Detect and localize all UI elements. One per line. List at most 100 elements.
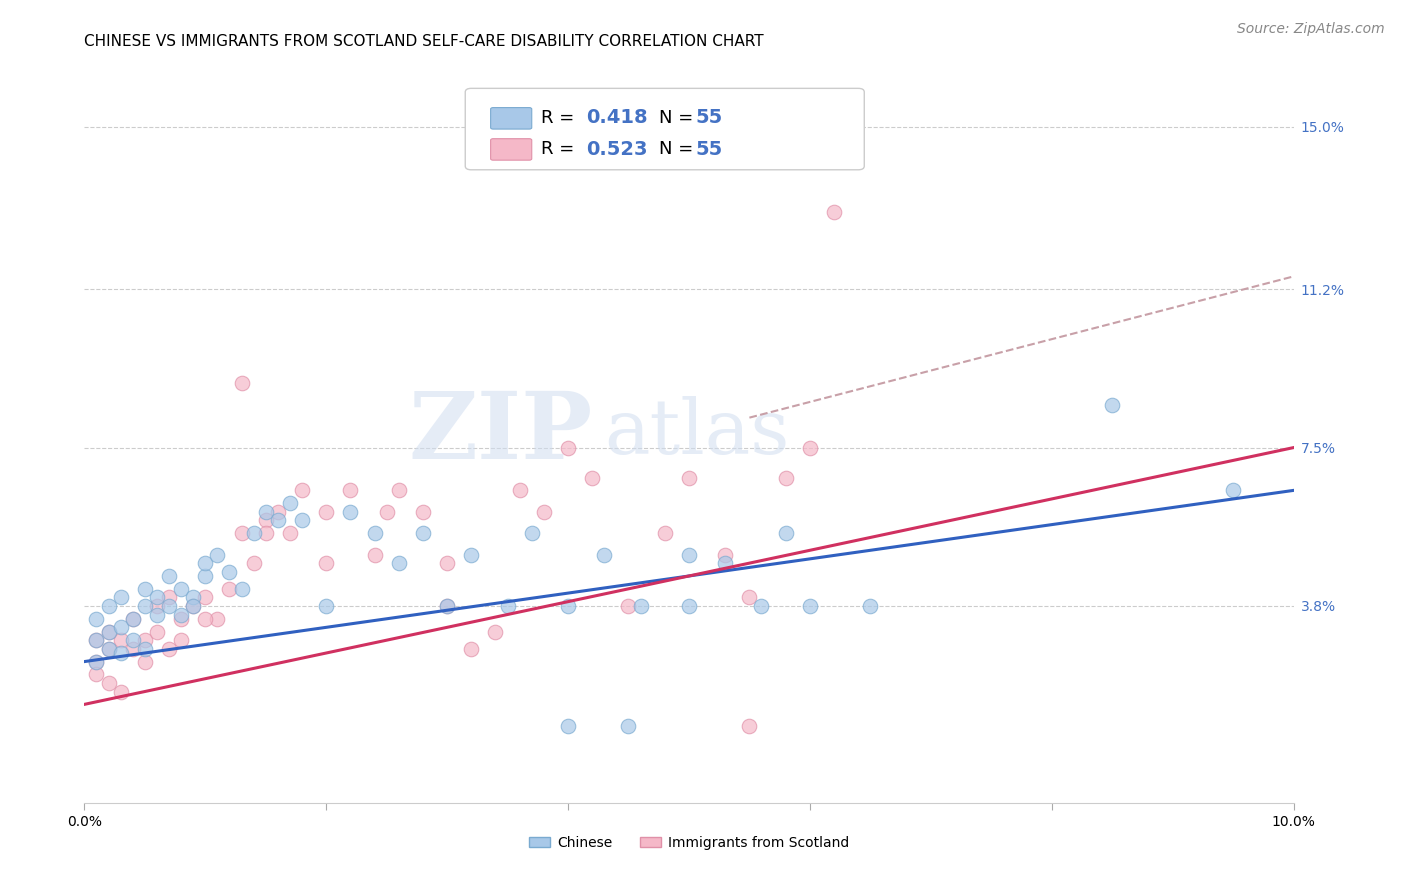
- Point: [436, 599, 458, 613]
- Point: [1222, 483, 1244, 498]
- Point: [194, 591, 217, 605]
- Point: [520, 526, 543, 541]
- Point: [533, 505, 555, 519]
- Point: [315, 505, 337, 519]
- Point: [509, 483, 531, 498]
- Point: [339, 483, 361, 498]
- Point: [363, 548, 385, 562]
- Point: [242, 556, 264, 570]
- Point: [799, 599, 821, 613]
- Point: [557, 719, 579, 733]
- Point: [110, 620, 132, 634]
- Point: [436, 599, 458, 613]
- Point: [86, 633, 108, 648]
- Point: [678, 599, 700, 613]
- Text: 55: 55: [695, 109, 723, 128]
- Point: [617, 599, 640, 613]
- Point: [134, 582, 156, 596]
- Point: [775, 526, 797, 541]
- Point: [86, 667, 108, 681]
- Point: [157, 599, 180, 613]
- Point: [97, 641, 120, 656]
- Text: atlas: atlas: [605, 396, 790, 469]
- Point: [291, 513, 314, 527]
- Point: [231, 526, 253, 541]
- Point: [388, 483, 411, 498]
- Point: [617, 719, 640, 733]
- Point: [134, 599, 156, 613]
- Point: [146, 599, 169, 613]
- Point: [231, 376, 253, 391]
- Point: [630, 599, 652, 613]
- Point: [181, 591, 204, 605]
- Point: [121, 641, 143, 656]
- Point: [157, 569, 180, 583]
- Legend: Chinese, Immigrants from Scotland: Chinese, Immigrants from Scotland: [523, 830, 855, 855]
- Point: [97, 641, 120, 656]
- Point: [86, 612, 108, 626]
- Point: [134, 655, 156, 669]
- Point: [412, 526, 434, 541]
- Point: [121, 633, 143, 648]
- Text: ZIP: ZIP: [408, 388, 592, 477]
- Point: [110, 646, 132, 660]
- Point: [157, 641, 180, 656]
- Point: [97, 624, 120, 639]
- Point: [460, 641, 482, 656]
- Point: [170, 633, 193, 648]
- Point: [146, 624, 169, 639]
- Point: [678, 548, 700, 562]
- Point: [412, 505, 434, 519]
- Point: [146, 591, 169, 605]
- Point: [363, 526, 385, 541]
- Point: [218, 582, 240, 596]
- Point: [86, 655, 108, 669]
- Point: [207, 548, 229, 562]
- Point: [97, 599, 120, 613]
- Point: [654, 526, 676, 541]
- Point: [581, 470, 603, 484]
- Point: [146, 607, 169, 622]
- Point: [242, 526, 264, 541]
- Point: [678, 470, 700, 484]
- Point: [170, 607, 193, 622]
- Point: [110, 684, 132, 698]
- FancyBboxPatch shape: [491, 138, 531, 161]
- Point: [460, 548, 482, 562]
- Point: [267, 513, 290, 527]
- Text: 0.418: 0.418: [586, 109, 648, 128]
- Point: [339, 505, 361, 519]
- Point: [254, 505, 277, 519]
- Point: [157, 591, 180, 605]
- Point: [278, 496, 301, 510]
- Point: [121, 612, 143, 626]
- Text: Source: ZipAtlas.com: Source: ZipAtlas.com: [1237, 22, 1385, 37]
- Point: [714, 548, 737, 562]
- Text: 55: 55: [695, 139, 723, 159]
- Point: [170, 582, 193, 596]
- Point: [775, 470, 797, 484]
- Point: [121, 612, 143, 626]
- Point: [714, 556, 737, 570]
- Point: [218, 565, 240, 579]
- Point: [799, 441, 821, 455]
- FancyBboxPatch shape: [491, 108, 531, 129]
- Point: [134, 641, 156, 656]
- Text: N =: N =: [659, 140, 693, 158]
- Point: [267, 505, 290, 519]
- Point: [181, 599, 204, 613]
- Point: [593, 548, 616, 562]
- Point: [110, 633, 132, 648]
- Point: [194, 556, 217, 570]
- Text: R =: R =: [541, 109, 575, 127]
- Point: [194, 569, 217, 583]
- Point: [254, 526, 277, 541]
- Point: [170, 612, 193, 626]
- Point: [859, 599, 882, 613]
- Point: [315, 556, 337, 570]
- Point: [484, 624, 506, 639]
- Point: [97, 676, 120, 690]
- Point: [86, 633, 108, 648]
- Point: [194, 612, 217, 626]
- Text: 0.523: 0.523: [586, 139, 648, 159]
